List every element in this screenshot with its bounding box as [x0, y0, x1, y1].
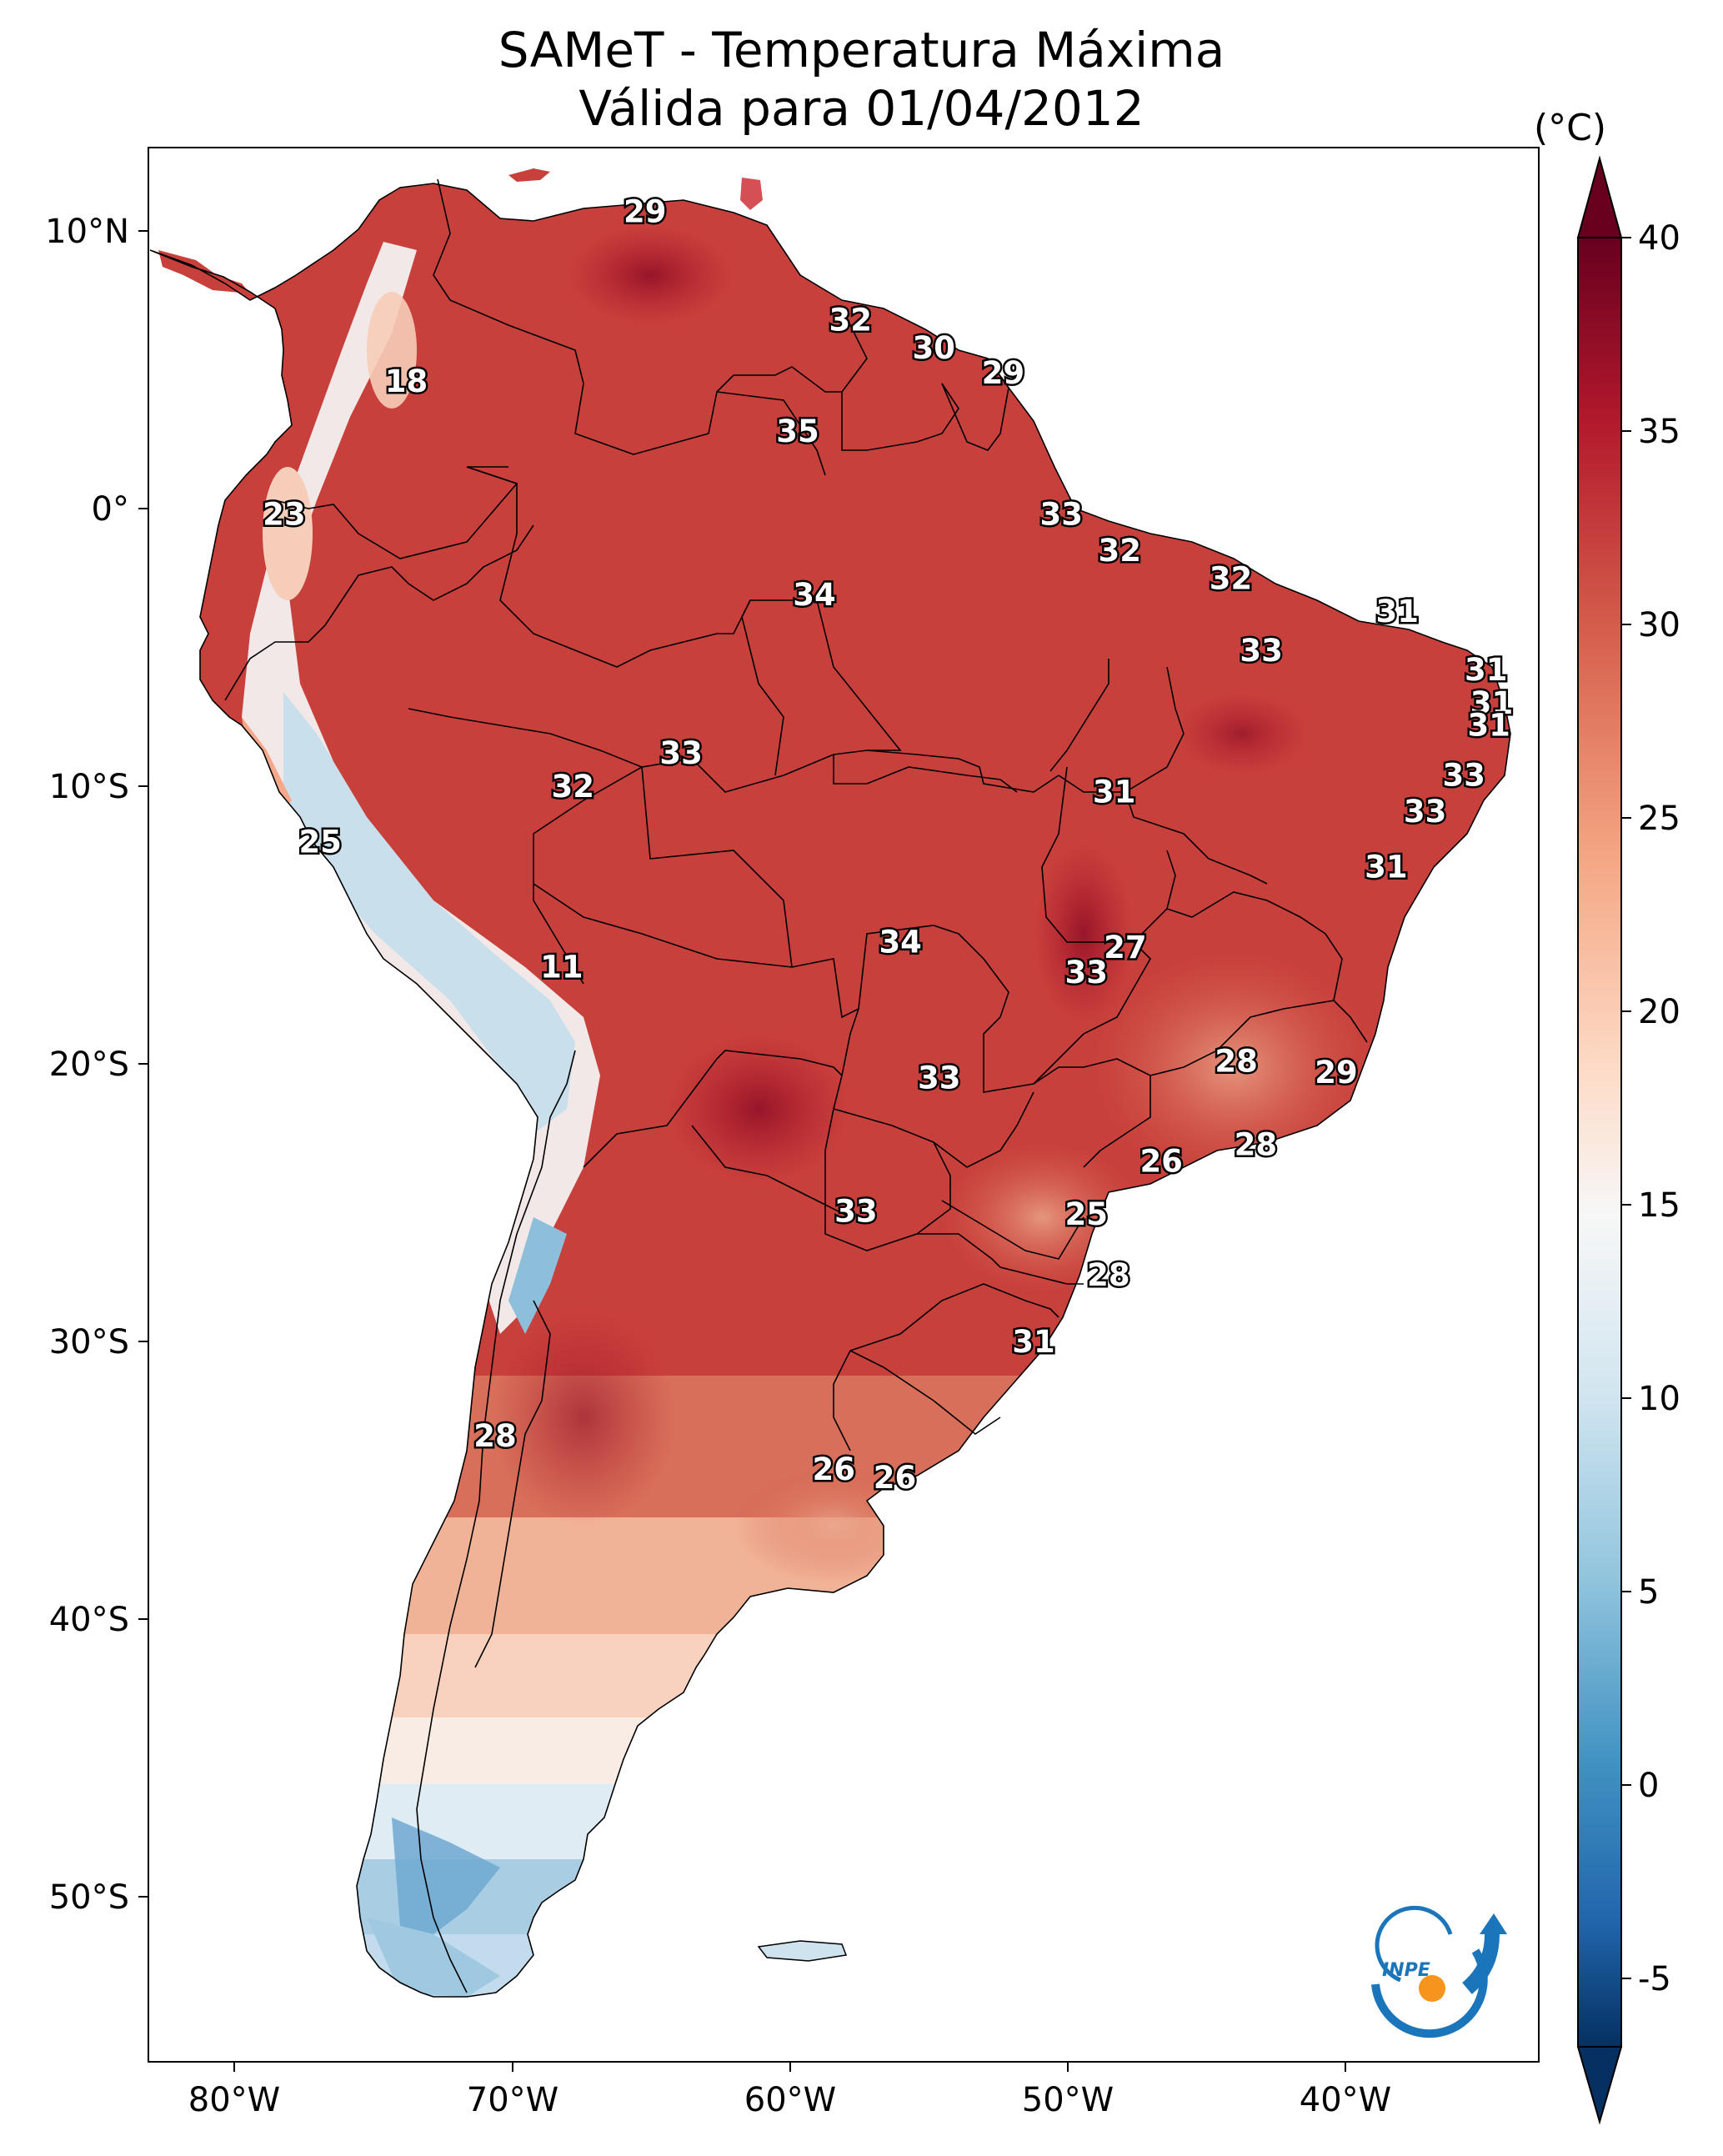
station-value-label: 31	[1465, 652, 1508, 688]
colorbar-tick: 0	[1638, 1767, 1659, 1805]
station-value-label: 32	[829, 303, 873, 338]
station-value-label: 34	[879, 925, 922, 960]
colorbar-tick: 10	[1638, 1380, 1680, 1418]
station-value-label: 28	[1235, 1127, 1278, 1163]
station-value-label: 33	[1040, 497, 1084, 533]
lon-label: 60°W	[744, 2081, 836, 2119]
colorbar-min-extend	[1576, 2046, 1623, 2125]
station-value-label: 32	[1099, 533, 1142, 569]
station-value-label: 33	[659, 735, 703, 771]
station-value-label: 33	[834, 1194, 878, 1230]
station-value-label: 31	[1093, 775, 1136, 810]
station-value-label: 29	[1315, 1055, 1358, 1091]
colorbar-unit: (°C)	[1534, 107, 1607, 149]
lon-label: 80°W	[188, 2081, 280, 2119]
station-value-label: 23	[263, 497, 306, 533]
colorbar-ramp	[1577, 237, 1622, 2048]
lat-label: 20°S	[49, 1045, 129, 1084]
station-value-label: 33	[918, 1060, 961, 1096]
colorbar-tick: 30	[1638, 606, 1680, 644]
country-borders	[149, 178, 1511, 1998]
axis-ticks	[138, 230, 1346, 2072]
colorbar-tick: 35	[1638, 413, 1680, 451]
station-value-label: 26	[813, 1452, 856, 1487]
colorbar-tick: -5	[1638, 1960, 1671, 1998]
station-value-label: 28	[1087, 1257, 1130, 1293]
station-value-label: 28	[473, 1418, 517, 1454]
lon-label: 40°W	[1300, 2081, 1391, 2119]
longitude-labels: 80°W 70°W 60°W 50°W 40°W	[188, 2081, 1391, 2119]
station-value-label: 29	[624, 194, 667, 230]
lon-label: 50°W	[1022, 2081, 1114, 2119]
station-value-label: 31	[1365, 850, 1408, 885]
station-value-label: 25	[298, 825, 342, 860]
logo-text: INPE	[1382, 1960, 1430, 1981]
station-value-label: 33	[1240, 633, 1283, 669]
arrow-icon	[1480, 1913, 1507, 1934]
colorbar-tick: 40	[1638, 219, 1680, 258]
station-value-label: 26	[1139, 1144, 1183, 1180]
station-value-label: 31	[1376, 594, 1420, 629]
station-value-label: 25	[1065, 1196, 1109, 1232]
station-value-label: 30	[912, 330, 955, 366]
colorbar-tick: 5	[1638, 1573, 1659, 1612]
inpe-logo: INPE	[1371, 1905, 1507, 2038]
station-value-label: 32	[552, 769, 595, 805]
station-value-label: 31	[1012, 1324, 1055, 1360]
station-value-label: 33	[1404, 794, 1447, 830]
latitude-labels: 10°N 0° 10°S 20°S 30°S 40°S 50°S	[45, 213, 129, 1917]
colorbar-tick: 25	[1638, 800, 1680, 838]
lon-label: 70°W	[467, 2081, 558, 2119]
station-value-label: 18	[385, 364, 428, 399]
lat-label: 10°S	[49, 768, 129, 806]
lat-label: 10°N	[45, 213, 129, 251]
title-line-2: Válida para 01/04/2012	[579, 80, 1144, 137]
map-subtitle: Válida para 01/04/2012	[0, 80, 1723, 137]
station-value-label: 31	[1467, 708, 1510, 744]
sun-icon	[1419, 1975, 1445, 2002]
lat-label: 0°	[92, 490, 129, 529]
station-value-label: 28	[1215, 1044, 1258, 1080]
title-line-1: SAMeT - Temperatura Máxima	[498, 22, 1225, 78]
colorbar-tick: 15	[1638, 1186, 1680, 1225]
station-value-label: 32	[1210, 560, 1253, 596]
map-title: SAMeT - Temperatura Máxima	[0, 22, 1723, 78]
station-value-label: 33	[1065, 955, 1109, 990]
station-value-label: 34	[793, 577, 836, 613]
station-value-label: 33	[1442, 758, 1485, 794]
lat-label: 50°S	[49, 1878, 129, 1917]
colorbar: 40 35 30 25 20 15 10 5 0 -5	[1576, 155, 1680, 2125]
station-value-label: 11	[540, 949, 584, 985]
colorbar-max-extend	[1576, 155, 1623, 238]
station-value-label: 31	[1470, 685, 1514, 721]
station-value-label: 27	[1104, 930, 1147, 965]
lat-label: 40°S	[49, 1601, 129, 1639]
colorbar-tick: 20	[1638, 993, 1680, 1031]
station-value-label: 29	[982, 355, 1025, 391]
station-value-label: 26	[874, 1460, 917, 1496]
lat-label: 30°S	[49, 1323, 129, 1361]
station-value-label: 35	[776, 414, 819, 449]
